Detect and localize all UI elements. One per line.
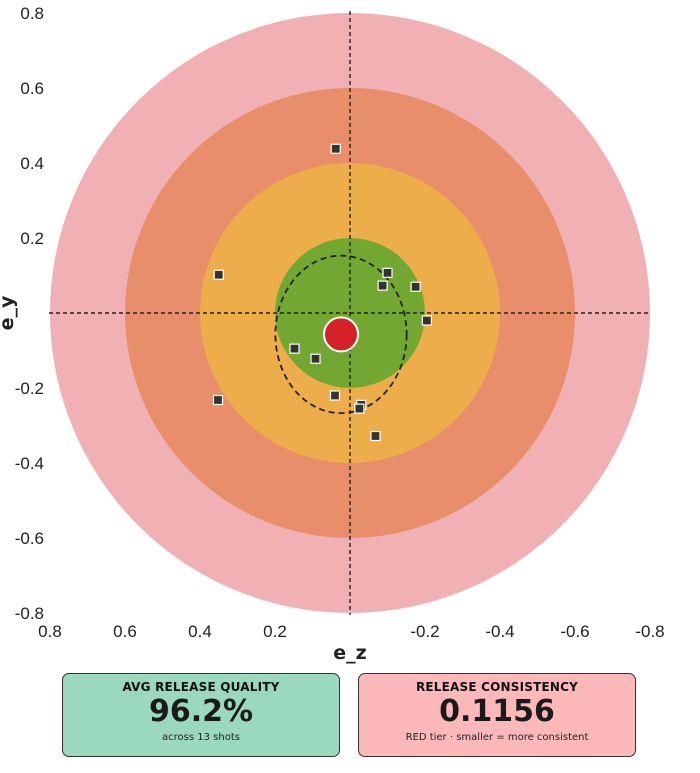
x-axis-label: e_z — [333, 642, 366, 664]
x-tick-labels: 0.8 0.6 0.4 0.2 -0.2 -0.4 -0.6 -0.8 — [38, 622, 664, 641]
spread-ellipse-outline — [274, 254, 408, 415]
x-tick-label: -0.8 — [635, 622, 664, 641]
y-tick-label: -0.8 — [15, 604, 44, 623]
x-tick-label: 0.8 — [38, 622, 62, 641]
card-value: 96.2% — [148, 694, 254, 729]
shot-point-4 — [410, 281, 421, 292]
card-subtitle: RED tier · smaller = more consistent — [405, 732, 589, 743]
y-axis-label: e_y — [0, 295, 18, 330]
y-tick-label: -0.2 — [15, 379, 44, 398]
release-consistency-card: RELEASE CONSISTENCY 0.1156 RED tier · sm… — [358, 673, 636, 757]
release-target-chart: 0.8 0.6 0.4 0.2 -0.2 -0.4 -0.6 -0.8 0.80.60.40.… — [0, 4, 665, 664]
mean-point — [323, 316, 359, 353]
x-tick-label: 0.2 — [263, 622, 287, 641]
y-tick-label: 0.6 — [20, 79, 44, 98]
shot-point-2 — [382, 267, 393, 278]
mean-marker — [323, 316, 359, 353]
x-tick-label: -0.6 — [560, 622, 589, 641]
y-tick-label: 0.8 — [20, 4, 44, 23]
shot-point-10 — [354, 403, 365, 414]
shot-point-11 — [370, 430, 381, 442]
x-tick-label: 0.4 — [188, 622, 212, 641]
shot-point-6 — [289, 343, 300, 354]
shot-point-5 — [421, 315, 432, 326]
card-value: 0.1156 — [439, 694, 555, 729]
shot-point-3 — [377, 280, 388, 291]
shot-point-8 — [329, 390, 341, 401]
y-tick-label: 0.2 — [20, 229, 44, 248]
shot-point-0 — [330, 143, 341, 154]
card-title: RELEASE CONSISTENCY — [415, 680, 579, 694]
avg-release-quality-card: AVG RELEASE QUALITY 96.2% across 13 shot… — [62, 673, 340, 757]
x-tick-label: 0.6 — [113, 622, 137, 641]
shot-point-7 — [310, 353, 321, 364]
y-tick-labels: 0.8 0.6 0.4 0.2 -0.2 -0.4 -0.6 -0.8 — [15, 4, 44, 623]
shot-points — [212, 143, 432, 442]
crosshair — [49, 11, 651, 615]
shot-point-1 — [213, 269, 224, 280]
y-tick-label: -0.6 — [15, 529, 44, 548]
spread-ellipse — [274, 254, 408, 415]
x-tick-label: -0.4 — [485, 622, 514, 641]
x-tick-label: -0.2 — [410, 622, 439, 641]
card-title: AVG RELEASE QUALITY — [122, 680, 280, 694]
shot-point-12 — [212, 394, 224, 406]
y-tick-label: 0.4 — [20, 154, 44, 173]
card-subtitle: across 13 shots — [162, 732, 240, 743]
y-tick-label: -0.4 — [15, 454, 44, 473]
